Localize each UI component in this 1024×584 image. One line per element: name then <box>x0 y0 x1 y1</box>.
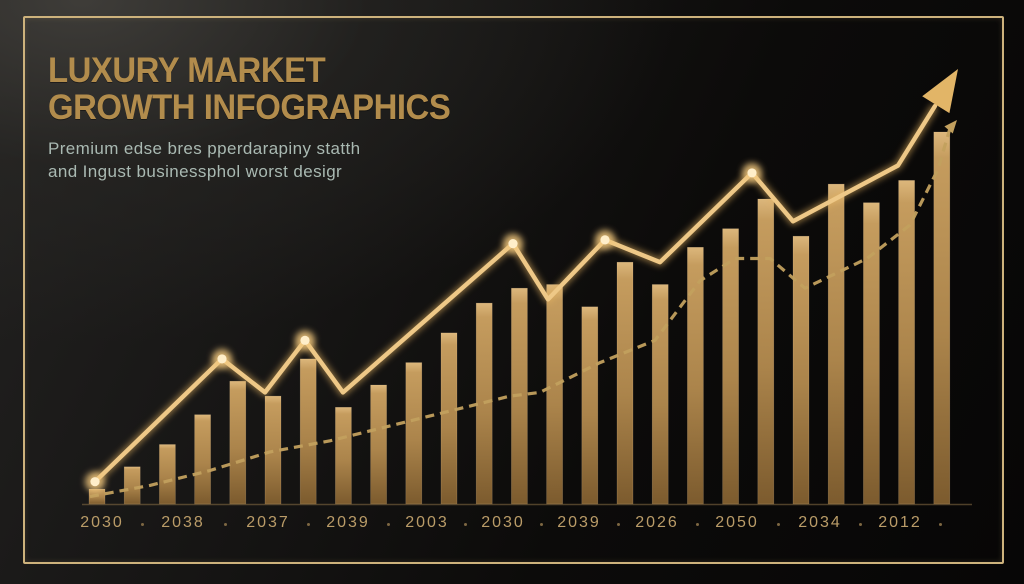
year-label: 2050 <box>715 514 759 531</box>
bar <box>863 202 880 505</box>
year-separator-dot <box>387 523 390 526</box>
bar <box>440 332 458 505</box>
dashed-line-arrowhead <box>944 120 957 134</box>
subtitle-block: Premium edse bres pperdarapiny statth an… <box>48 138 360 184</box>
page-title-line1: LUXURY MARKET <box>48 51 326 90</box>
glow-dot <box>300 335 310 345</box>
bar <box>159 444 176 505</box>
year-separator-dot <box>224 523 227 526</box>
year-label: 2026 <box>635 514 679 531</box>
bar <box>722 228 739 505</box>
year-label: 2003 <box>405 514 449 531</box>
dashed-trend-line <box>89 127 952 499</box>
year-separator-dot <box>540 523 543 526</box>
bar <box>370 384 387 505</box>
bar <box>405 362 423 505</box>
page-title-line2: GROWTH INFOGRAPHICS <box>48 88 451 128</box>
title-block: LUXURY MARKET GROWTH INFOGRAPHICS <box>48 51 451 128</box>
growth-arrowhead <box>922 69 958 114</box>
year-label: 2039 <box>557 514 601 531</box>
year-label: 2034 <box>798 514 842 531</box>
bar <box>757 198 775 505</box>
bar <box>616 261 634 505</box>
subtitle-line2: and Ingust businessphol worst desigr <box>48 161 343 181</box>
bar <box>335 406 352 505</box>
glow-dot <box>747 168 757 178</box>
year-separator-dot <box>777 523 780 526</box>
year-separator-dot <box>939 523 942 526</box>
year-separator-dot <box>859 523 862 526</box>
year-label: 2030 <box>481 514 525 531</box>
bar <box>651 284 669 505</box>
year-label: 2030 <box>80 514 124 531</box>
bar <box>229 380 247 505</box>
glow-dot <box>90 477 100 487</box>
glow-dot <box>600 235 610 245</box>
bar-group <box>88 131 951 505</box>
bar <box>933 131 951 505</box>
bar <box>581 306 599 505</box>
year-separator-dot <box>696 523 699 526</box>
year-separator-dot <box>307 523 310 526</box>
year-label: 2012 <box>878 514 922 531</box>
bar <box>827 183 845 505</box>
year-separator-dot <box>464 523 467 526</box>
bar <box>687 247 704 505</box>
bar <box>792 235 810 505</box>
year-label: 2039 <box>326 514 370 531</box>
bar <box>546 284 563 505</box>
bar <box>123 466 141 505</box>
year-label: 2037 <box>246 514 290 531</box>
glow-dot <box>508 239 518 249</box>
bar <box>194 414 211 505</box>
glow-dot <box>217 354 227 364</box>
gold-frame-border <box>23 16 1004 564</box>
year-separator-dot <box>617 523 620 526</box>
bar <box>299 358 317 505</box>
year-label: 2038 <box>161 514 205 531</box>
subtitle-line1: Premium edse bres pperdarapiny statth <box>48 139 361 158</box>
solid-growth-line <box>92 103 938 484</box>
year-separator-dot <box>141 523 144 526</box>
